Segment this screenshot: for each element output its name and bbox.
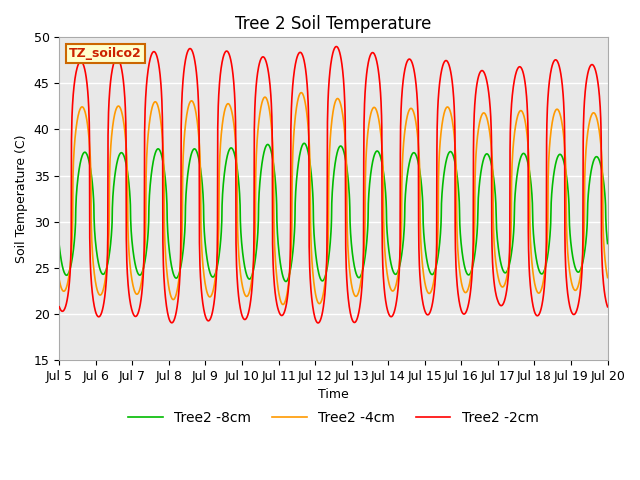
- Tree2 -8cm: [282, 278, 290, 284]
- Tree2 -8cm: [56, 243, 63, 249]
- Tree2 -2cm: [362, 83, 369, 88]
- Line: Tree2 -8cm: Tree2 -8cm: [60, 144, 607, 281]
- Tree2 -8cm: [556, 152, 563, 157]
- Tree2 -2cm: [604, 304, 611, 310]
- Tree2 -2cm: [493, 296, 501, 301]
- Tree2 -4cm: [56, 277, 63, 283]
- Tree2 -8cm: [362, 250, 369, 256]
- Tree2 -8cm: [493, 233, 501, 239]
- Tree2 -4cm: [571, 288, 579, 293]
- Tree2 -8cm: [571, 264, 579, 269]
- Tree2 -2cm: [208, 311, 216, 316]
- Line: Tree2 -2cm: Tree2 -2cm: [60, 47, 607, 323]
- Title: Tree 2 Soil Temperature: Tree 2 Soil Temperature: [236, 15, 431, 33]
- Tree2 -2cm: [350, 319, 358, 325]
- Tree2 -8cm: [350, 259, 358, 265]
- Y-axis label: Soil Temperature (C): Soil Temperature (C): [15, 134, 28, 263]
- Tree2 -2cm: [314, 320, 322, 326]
- Tree2 -8cm: [604, 240, 611, 246]
- Tree2 -4cm: [208, 291, 216, 297]
- Tree2 -2cm: [56, 304, 63, 310]
- Tree2 -4cm: [350, 290, 358, 296]
- Tree2 -2cm: [571, 311, 579, 317]
- Tree2 -8cm: [208, 274, 216, 280]
- Tree2 -4cm: [493, 269, 501, 275]
- Legend: Tree2 -8cm, Tree2 -4cm, Tree2 -2cm: Tree2 -8cm, Tree2 -4cm, Tree2 -2cm: [123, 406, 544, 431]
- Tree2 -2cm: [333, 44, 340, 49]
- X-axis label: Time: Time: [318, 388, 349, 401]
- Tree2 -4cm: [298, 90, 305, 96]
- Tree2 -2cm: [556, 65, 563, 71]
- Tree2 -8cm: [300, 141, 308, 146]
- Tree2 -4cm: [556, 110, 563, 116]
- Tree2 -4cm: [279, 301, 287, 307]
- Line: Tree2 -4cm: Tree2 -4cm: [60, 93, 607, 304]
- Tree2 -4cm: [362, 168, 369, 173]
- Tree2 -4cm: [604, 275, 611, 280]
- Text: TZ_soilco2: TZ_soilco2: [69, 47, 142, 60]
